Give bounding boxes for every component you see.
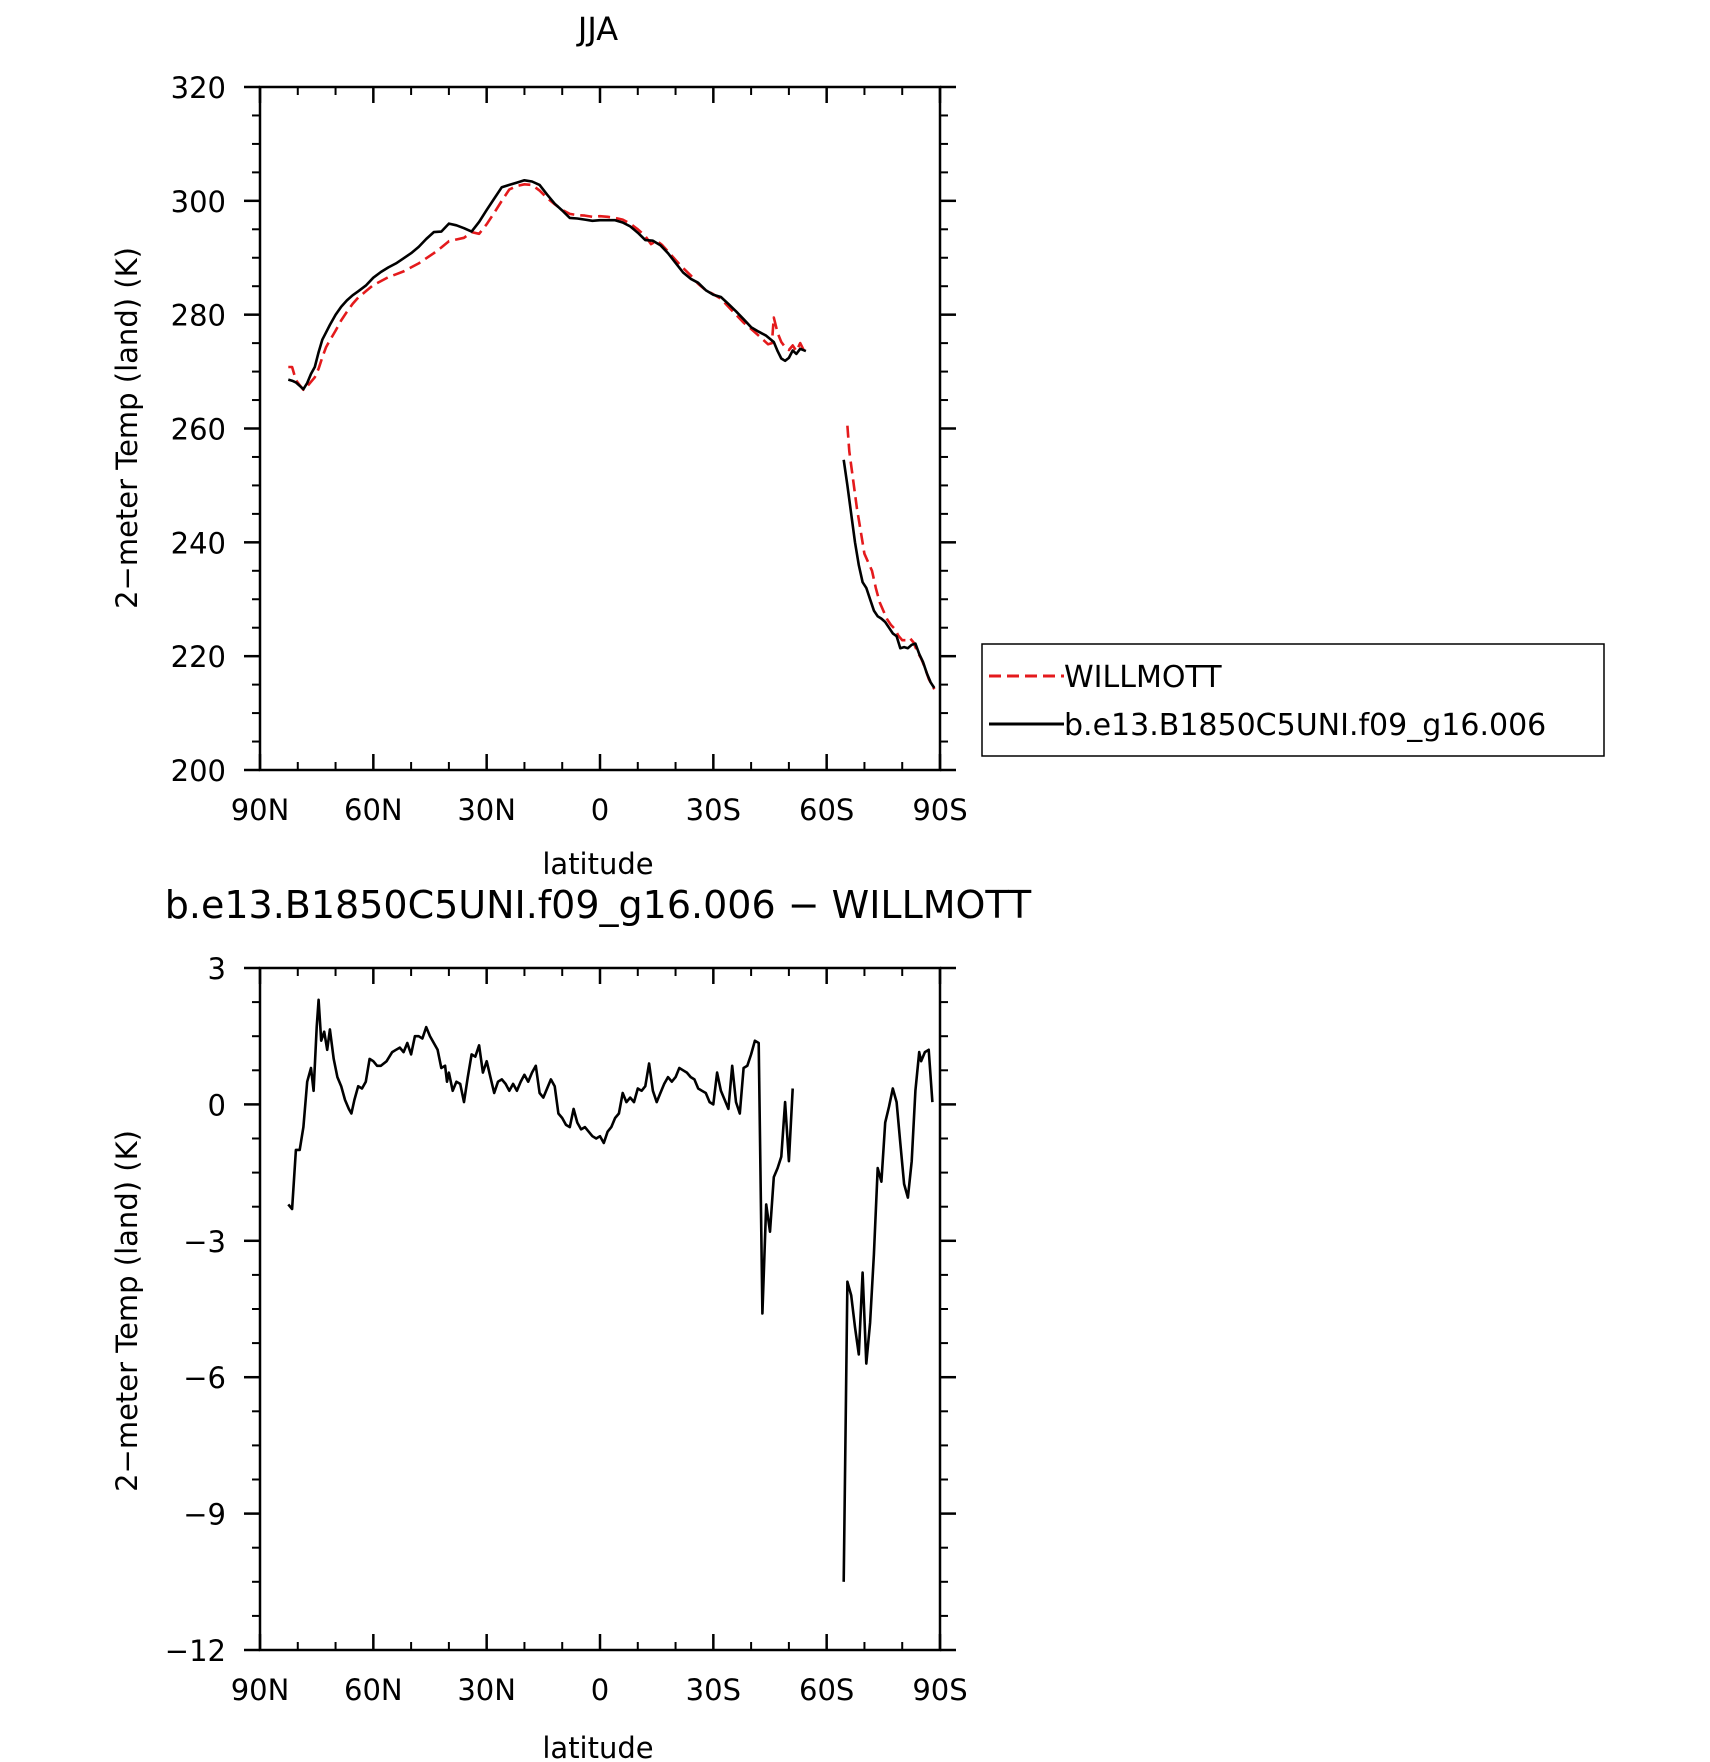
top-y-tick-label: 220 xyxy=(171,640,226,674)
top-y-tick-label: 320 xyxy=(171,71,226,105)
top-x-tick-label: 60N xyxy=(344,793,403,827)
bottom-y-tick-label: 0 xyxy=(208,1088,226,1122)
bottom-y-tick-label: −3 xyxy=(183,1225,226,1259)
bottom-panel: b.e13.B1850C5UNI.f09_g16.006 − WILLMOTT … xyxy=(110,883,1032,1762)
top-x-tick-label: 90S xyxy=(912,793,967,827)
top-series-b-e13-b1850c5uni-f09-g16-006-segment-2 xyxy=(842,459,936,689)
bottom-y-tick-label: 3 xyxy=(208,952,226,986)
bottom-series-difference-segment-2 xyxy=(842,1048,934,1582)
bottom-y-tick-label: −12 xyxy=(165,1634,226,1668)
top-y-tick-label: 200 xyxy=(171,754,226,788)
top-x-tick-label: 60S xyxy=(799,793,854,827)
bottom-x-tick-label: 60S xyxy=(799,1673,854,1707)
bottom-x-tick-label: 0 xyxy=(591,1673,609,1707)
top-series-willmott-segment-1 xyxy=(288,183,808,392)
bottom-x-axis-label: latitude xyxy=(542,1731,653,1762)
top-panel: JJA 90N 60N 30N 0 30S 60S 90S 200 220 240 260 280 30… xyxy=(110,10,968,881)
legend-label-model: b.e13.B1850C5UNI.f09_g16.006 xyxy=(1064,708,1546,743)
top-x-tick-label: 30N xyxy=(457,793,516,827)
bottom-y-tick-label: −6 xyxy=(183,1361,226,1395)
bottom-x-tick-label: 60N xyxy=(344,1673,403,1707)
top-y-tick-label: 280 xyxy=(171,299,226,333)
legend: WILLMOTT b.e13.B1850C5UNI.f09_g16.006 xyxy=(981,643,1605,757)
top-series-willmott-segment-2 xyxy=(846,425,936,690)
bottom-chart-title: b.e13.B1850C5UNI.f09_g16.006 − WILLMOTT xyxy=(165,883,1032,927)
legend-box xyxy=(981,643,1605,757)
bottom-x-tick-label: 90N xyxy=(231,1673,290,1707)
top-plot-frame xyxy=(258,85,942,772)
top-x-tick-label: 90N xyxy=(231,793,290,827)
top-x-axis-label: latitude xyxy=(542,847,653,881)
bottom-y-axis-label: 2−meter Temp (land) (K) xyxy=(110,1130,144,1492)
legend-label-willmott: WILLMOTT xyxy=(1064,660,1222,695)
top-y-axis-label: 2−meter Temp (land) (K) xyxy=(110,247,144,609)
bottom-plot-frame xyxy=(258,966,942,1652)
top-chart-title: JJA xyxy=(576,10,618,48)
top-x-tick-label: 30S xyxy=(686,793,741,827)
top-series-b-e13-b1850c5uni-f09-g16-006-segment-1 xyxy=(287,179,807,391)
bottom-x-tick-label: 30N xyxy=(457,1673,516,1707)
top-x-tick-label: 0 xyxy=(591,793,609,827)
bottom-x-tick-label: 30S xyxy=(686,1673,741,1707)
top-y-tick-label: 240 xyxy=(171,526,226,560)
bottom-y-tick-label: −9 xyxy=(183,1498,226,1532)
top-y-tick-label: 260 xyxy=(171,413,226,447)
top-y-tick-label: 300 xyxy=(171,185,226,219)
top-plot-area: 90N 60N 30N 0 30S 60S 90S 200 220 240 260 280 300 320 xyxy=(171,71,968,827)
bottom-series-difference-segment-1 xyxy=(287,998,794,1315)
bottom-plot-area: 90N 60N 30N 0 30S 60S 90S 3 0 −3 −6 −9 −12 xyxy=(165,952,968,1707)
bottom-x-tick-label: 90S xyxy=(912,1673,967,1707)
